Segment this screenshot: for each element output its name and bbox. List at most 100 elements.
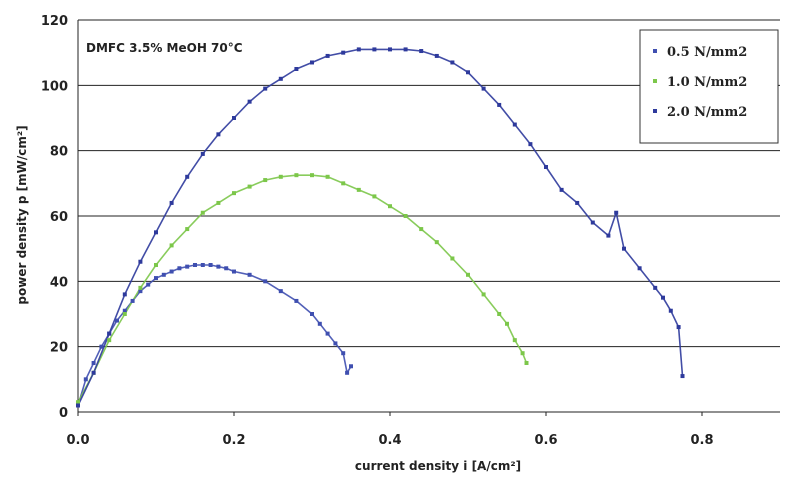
- data-point-series-2: [356, 47, 361, 52]
- chart-annotation: DMFC 3.5% MeOH 70°C: [86, 41, 243, 55]
- x-axis-title: current density i [A/cm²]: [355, 459, 521, 473]
- data-point-series-1: [520, 351, 525, 356]
- x-tick-label: 0.2: [222, 433, 245, 448]
- data-point-series-0: [185, 264, 190, 269]
- data-point-series-1: [247, 184, 252, 189]
- data-point-series-0: [200, 263, 205, 267]
- data-point-series-1: [372, 194, 377, 199]
- data-point-series-2: [434, 53, 439, 58]
- x-tick-label: 0.0: [66, 433, 89, 448]
- text-layer: DMFC 3.5% MeOH 70°C current density i [A…: [15, 14, 714, 473]
- data-point-series-2: [154, 230, 158, 235]
- data-point-series-2: [200, 151, 205, 156]
- legend-label-series-0: 0.5 N/mm2: [667, 45, 747, 60]
- data-point-series-1: [278, 174, 283, 179]
- data-point-series-1: [388, 204, 392, 209]
- data-point-series-0: [99, 344, 104, 349]
- legend-label-series-2: 2.0 N/mm2: [667, 105, 747, 120]
- data-point-series-1: [216, 200, 221, 205]
- data-point-series-1: [512, 338, 517, 343]
- data-point-series-0: [161, 272, 166, 277]
- data-point-series-0: [247, 272, 252, 277]
- y-tick-label: 100: [41, 79, 68, 94]
- y-tick-label: 80: [50, 145, 68, 160]
- data-point-series-0: [345, 370, 350, 375]
- data-point-series-2: [372, 47, 377, 52]
- data-point-series-2: [419, 49, 424, 54]
- data-point-series-1: [232, 191, 236, 196]
- data-point-series-2: [559, 187, 564, 192]
- legend-label-series-1: 1.0 N/mm2: [667, 75, 747, 90]
- y-tick-label: 20: [50, 341, 68, 356]
- data-point-series-1: [419, 227, 424, 232]
- data-point-series-1: [505, 321, 509, 326]
- data-point-series-2: [544, 165, 548, 169]
- data-point-series-0: [317, 321, 322, 326]
- data-point-series-2: [680, 374, 685, 379]
- data-point-series-0: [341, 351, 346, 356]
- data-point-series-2: [450, 60, 455, 65]
- data-point-series-1: [403, 214, 408, 218]
- data-point-series-0: [122, 308, 127, 313]
- data-point-series-2: [661, 295, 665, 300]
- data-point-series-0: [349, 364, 353, 369]
- data-point-series-0: [193, 263, 197, 267]
- data-point-series-0: [146, 282, 151, 287]
- data-point-series-1: [169, 243, 174, 248]
- data-point-series-1: [434, 240, 439, 245]
- data-point-series-1: [356, 187, 361, 192]
- data-point-series-2: [138, 259, 143, 264]
- data-point-series-2: [122, 292, 127, 297]
- data-point-series-2: [637, 266, 642, 271]
- data-point-series-1: [341, 181, 346, 186]
- axes-layer: [77, 20, 780, 416]
- legend-marker-series-1: [653, 79, 657, 83]
- data-point-series-0: [325, 331, 330, 336]
- legend-marker-series-0: [653, 49, 657, 53]
- data-point-series-2: [263, 86, 268, 91]
- data-point-series-2: [310, 60, 314, 65]
- data-point-series-0: [278, 289, 283, 294]
- data-point-series-1: [154, 263, 158, 267]
- data-point-series-2: [247, 99, 252, 104]
- y-tick-label: 120: [41, 14, 68, 29]
- data-point-series-1: [497, 312, 502, 316]
- data-point-series-0: [154, 276, 158, 281]
- data-point-series-2: [185, 174, 190, 179]
- y-tick-label: 0: [59, 406, 68, 421]
- data-point-series-0: [130, 298, 135, 303]
- data-point-series-2: [622, 246, 626, 251]
- data-point-series-1: [138, 285, 143, 290]
- data-point-series-2: [668, 308, 673, 313]
- x-tick-label: 0.6: [534, 433, 557, 448]
- data-point-series-1: [524, 361, 529, 365]
- data-point-series-2: [653, 285, 658, 290]
- data-point-series-1: [310, 173, 314, 178]
- data-point-series-2: [676, 325, 681, 330]
- data-point-series-1: [185, 227, 190, 232]
- points-layer: [76, 47, 685, 408]
- data-point-series-0: [263, 279, 268, 284]
- y-tick-label: 40: [50, 275, 68, 290]
- data-point-series-1: [107, 338, 112, 343]
- x-tick-label: 0.4: [378, 433, 401, 448]
- legend-marker-series-2: [653, 109, 657, 113]
- data-point-series-0: [177, 266, 182, 271]
- data-point-series-2: [294, 67, 299, 71]
- data-point-series-2: [216, 132, 221, 137]
- grid-layer: [78, 19, 780, 348]
- data-point-series-2: [512, 122, 517, 127]
- data-point-series-0: [169, 269, 174, 274]
- data-point-series-1: [325, 174, 330, 179]
- data-point-series-0: [216, 264, 221, 269]
- data-point-series-0: [333, 341, 338, 346]
- data-point-series-2: [278, 76, 283, 81]
- data-point-series-2: [169, 200, 174, 205]
- legend: 0.5 N/mm2 1.0 N/mm2 2.0 N/mm2: [639, 29, 779, 144]
- data-point-series-0: [208, 263, 213, 267]
- data-point-series-2: [466, 70, 470, 75]
- data-point-series-2: [590, 220, 595, 225]
- data-point-series-2: [341, 50, 346, 55]
